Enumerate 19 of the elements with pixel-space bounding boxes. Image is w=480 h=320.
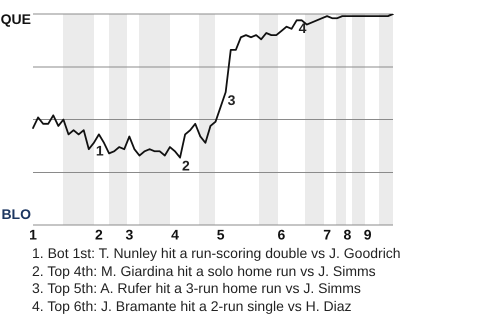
text: QUE bbox=[0, 10, 31, 27]
text: 4. Top 6th: J. Bramante hit a 2-run single vs H. Diaz bbox=[32, 298, 353, 315]
x-tick-label: 5 bbox=[216, 226, 225, 242]
x-tick-label: 6 bbox=[278, 226, 286, 242]
x-tick-label: 3 bbox=[125, 226, 134, 242]
annotation: 2 bbox=[182, 157, 190, 174]
x-tick-label: 7 bbox=[323, 226, 332, 242]
x-tick-label: 2 bbox=[95, 226, 104, 242]
text: BLO bbox=[1, 206, 32, 222]
x-tick-label: 8 bbox=[343, 226, 352, 242]
text: 1. Bot 1st: T. Nunley hit a run-scoring double vs J. Goodrich bbox=[32, 245, 401, 262]
annotation: 3 bbox=[228, 92, 236, 108]
x-tick-label: 9 bbox=[364, 226, 372, 242]
text: 3. Top 5th: A. Rufer hit a 3-run home run vs J. Simms bbox=[32, 280, 362, 298]
annotation: 1 bbox=[96, 142, 104, 159]
x-tick-label: 1 bbox=[29, 226, 38, 242]
x-tick-label: 4 bbox=[171, 226, 180, 242]
text: 2. Top 4th: M. Giardina hit a solo home run vs J. Simms bbox=[32, 262, 377, 280]
annotation: 4 bbox=[298, 20, 307, 36]
